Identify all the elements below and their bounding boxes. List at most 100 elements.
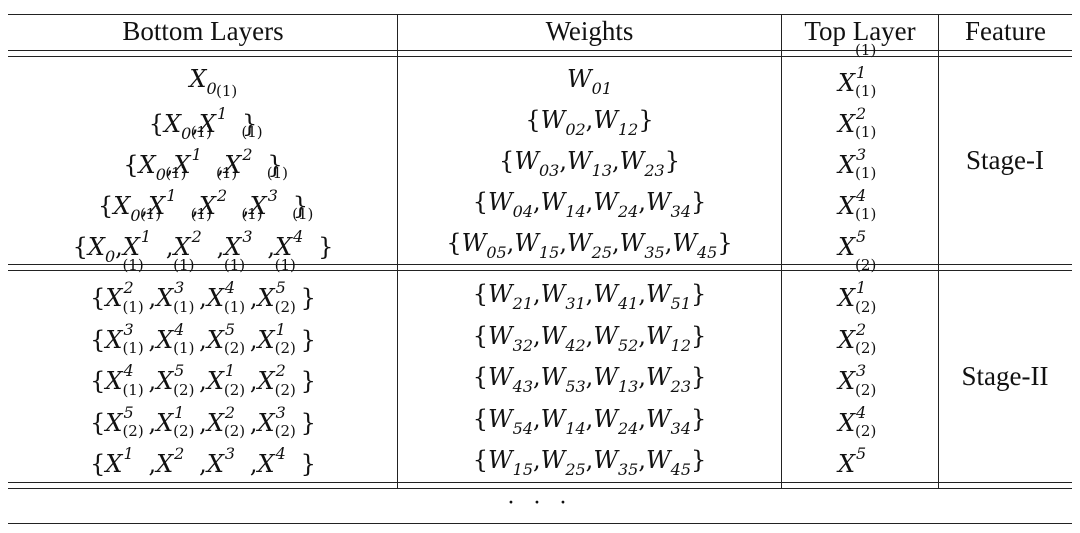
math-term: X (1) 3 <box>250 164 293 220</box>
sub-superscript: (1) 2 <box>855 82 881 132</box>
math-symbol: X <box>837 284 856 312</box>
subscript: 04 <box>512 202 533 221</box>
math-symbol: X <box>156 284 174 312</box>
stage-1-label: Stage-I <box>966 145 1044 175</box>
subscript: 0 <box>130 206 141 225</box>
superscript: (1) <box>173 339 195 357</box>
math-symbol: X <box>198 192 216 220</box>
subscript: 12 <box>670 335 692 355</box>
math-term: X (1) 4 <box>156 298 199 354</box>
open-brace: { <box>446 229 462 257</box>
comma: , <box>148 408 157 437</box>
sub-superscript: (2) 3 <box>275 381 301 431</box>
close-brace: } <box>318 233 334 261</box>
subscript: 32 <box>512 335 533 355</box>
subscript: 34 <box>670 202 692 221</box>
math-expression: {W 43, W 53, W 13, W 23} <box>473 363 707 396</box>
math-term: W 24 <box>593 404 638 438</box>
subscript: 0 <box>181 124 192 143</box>
math-symbol: W <box>540 188 566 216</box>
subscript: 23 <box>644 161 665 180</box>
math-symbol: X <box>224 233 242 261</box>
stage-1-row: {X 0, X (1) 1, X (1) 2, X (1) 3}{W 04, W 14, W 24,… <box>8 164 1072 225</box>
math-symbol: W <box>593 404 618 433</box>
subscript: 45 <box>697 243 718 262</box>
open-brace: { <box>90 284 106 312</box>
subscript: 1 <box>856 63 867 82</box>
math-term: X (1) 3 <box>224 205 267 261</box>
subscript: 5 <box>174 361 185 380</box>
superscript: (2) <box>173 380 195 399</box>
subscript: 25 <box>591 243 613 262</box>
math-term: X (1) 5 <box>105 381 148 437</box>
superscript: (1) <box>241 123 263 141</box>
math-symbol: W <box>645 363 671 391</box>
weights-cell: {W 05, W 15, W 25, W 35, W 45} <box>398 222 781 264</box>
subscript: 2 <box>275 361 286 380</box>
header-rule-2 <box>8 56 1072 57</box>
math-term: W 54 <box>488 405 533 438</box>
math-term: W 42 <box>541 322 586 355</box>
math-symbol: X <box>156 408 174 437</box>
subscript: 45 <box>670 460 692 479</box>
math-symbol: W <box>593 188 618 216</box>
subscript: 13 <box>591 161 613 180</box>
superscript: (2) <box>223 339 246 357</box>
math-term: X (2) 1 <box>207 339 250 395</box>
sub-superscript: (1) 3 <box>173 256 199 306</box>
open-brace: { <box>123 151 139 179</box>
subscript: 3 <box>224 444 236 463</box>
comma: , <box>148 284 157 312</box>
bottom-layers-cell: {X 0, X (1) 1, X (1) 2} <box>8 123 398 184</box>
weights-cell: {W 54, W 14, W 24, W 34} <box>398 398 781 440</box>
math-term: X (1) 3 <box>156 256 199 312</box>
math-term: W 31 <box>540 280 586 313</box>
subscript: 3 <box>275 402 286 422</box>
math-term: X (1) 1 <box>148 164 191 220</box>
math-term: W 51 <box>646 280 691 313</box>
header-bottom-layers: Bottom Layers <box>122 15 284 46</box>
comma: , <box>585 280 594 308</box>
close-brace: } <box>691 280 707 308</box>
top-rule <box>8 14 1072 15</box>
subscript: 1 <box>856 278 867 297</box>
math-symbol: W <box>540 280 566 308</box>
close-brace: } <box>691 321 707 350</box>
close-brace: } <box>267 151 283 179</box>
bottom-layers-cell: {X (1) 3, X (1) 4, X (1) 5, X (2) 1} <box>8 298 398 357</box>
comma: , <box>249 450 258 478</box>
math-symbol: W <box>540 404 566 433</box>
open-brace: { <box>90 325 106 354</box>
math-symbol: W <box>672 229 697 257</box>
math-symbol: X <box>837 110 856 138</box>
sub-superscript: (1) 3 <box>267 164 293 214</box>
superscript: (2) <box>855 297 877 316</box>
math-symbol: W <box>645 446 671 474</box>
math-term: W 13 <box>567 147 612 180</box>
math-term: X (1) 2 <box>105 256 148 312</box>
top-layer-cell: X (2) 5 <box>781 422 938 481</box>
subscript: 4 <box>123 361 134 380</box>
comma: , <box>216 233 225 261</box>
math-symbol: X <box>206 450 224 478</box>
math-symbol: W <box>540 446 566 474</box>
superscript: (2) <box>223 380 246 399</box>
open-brace: { <box>525 106 541 134</box>
open-brace: { <box>472 446 488 474</box>
comma: , <box>249 408 258 437</box>
math-expression: {X 0, X (1) 1, X (1) 2, X (1) 3, X (1) 4} <box>73 205 334 266</box>
comma: , <box>148 367 157 395</box>
math-symbol: X <box>257 408 275 437</box>
sub-superscript: (2) 1 <box>224 339 250 389</box>
superscript: (1) <box>223 297 246 316</box>
math-term: X (2) 5 <box>838 422 881 478</box>
sub-superscript: (1) 5 <box>122 381 148 431</box>
comma: , <box>148 325 157 354</box>
math-symbol: W <box>514 229 539 257</box>
top-layer-cell: X (2) 2 <box>781 298 938 357</box>
math-symbol: W <box>593 321 618 350</box>
sub-superscript: (2) 1 <box>275 298 301 348</box>
